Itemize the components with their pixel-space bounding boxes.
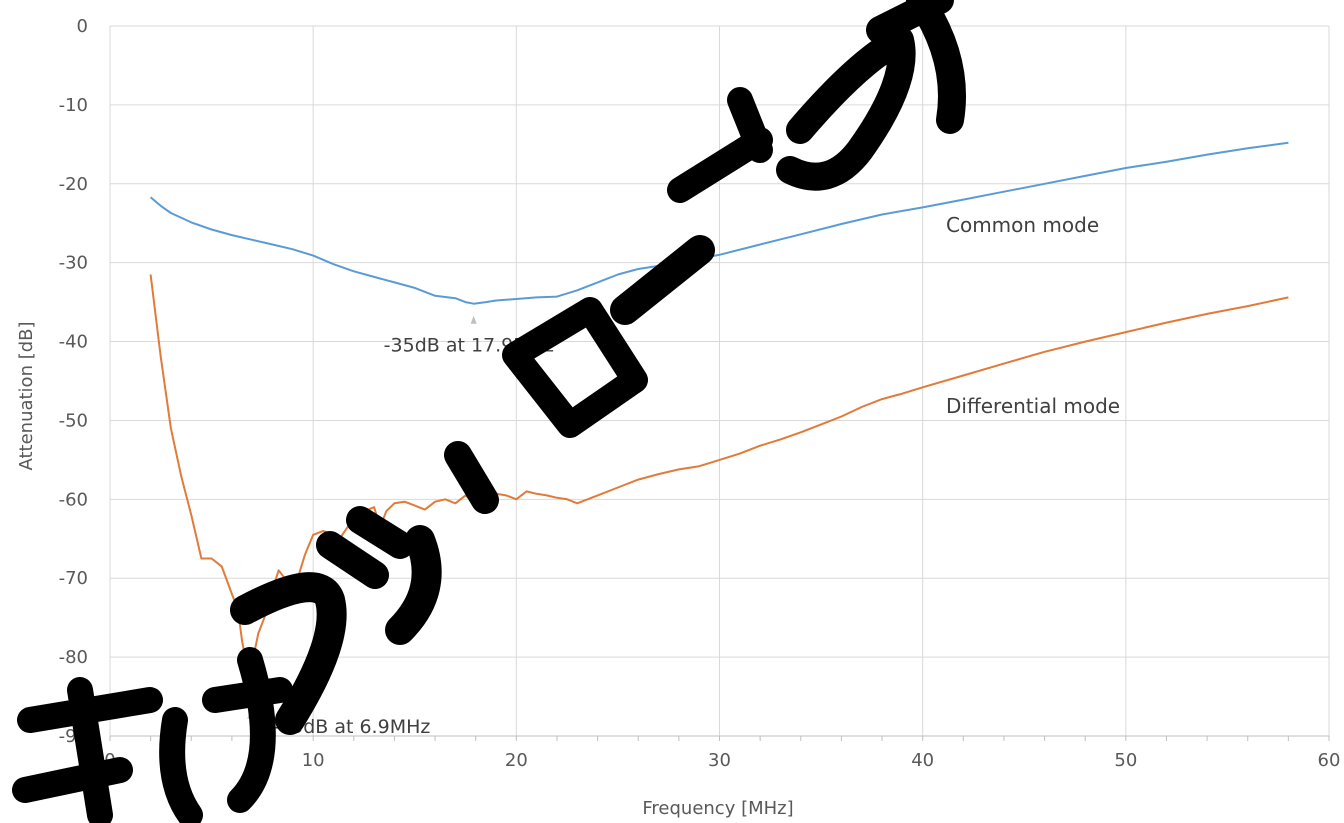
common-mode-line [149, 141, 1289, 305]
watermark [12, 0, 966, 823]
x-tick-label: 30 [708, 750, 731, 771]
y-tick-label: -80 [59, 647, 88, 668]
x-tick-label: 10 [302, 750, 325, 771]
series-labels: Common mode Differential mode [946, 213, 1120, 418]
y-axis-title: Attenuation [dB] [16, 321, 37, 470]
common-mode-label: Common mode [946, 213, 1099, 237]
y-tick-label: -50 [59, 410, 88, 431]
y-tick-label: -60 [59, 489, 88, 510]
x-tick-label: 60 [1318, 750, 1341, 771]
x-tick-label: 20 [505, 750, 528, 771]
y-tick-label: -20 [59, 174, 88, 195]
grid [109, 25, 1330, 741]
annotation-marker [470, 315, 477, 324]
annotation-label: -85dB at 6.9MHz [272, 716, 430, 738]
x-tick-label: 50 [1114, 750, 1137, 771]
annotations: -35dB at 17.9MHz-85dB at 6.9MHz [247, 315, 554, 738]
y-tick-label: -70 [59, 568, 88, 589]
y-tick-label: -10 [59, 95, 88, 116]
x-axis-title: Frequency [MHz] [642, 798, 793, 819]
y-tick-label: 0 [77, 16, 88, 37]
differential-mode-label: Differential mode [946, 394, 1120, 418]
x-tick-label: 40 [911, 750, 934, 771]
y-tick-label: -30 [59, 253, 88, 274]
y-tick-label: -40 [59, 332, 88, 353]
